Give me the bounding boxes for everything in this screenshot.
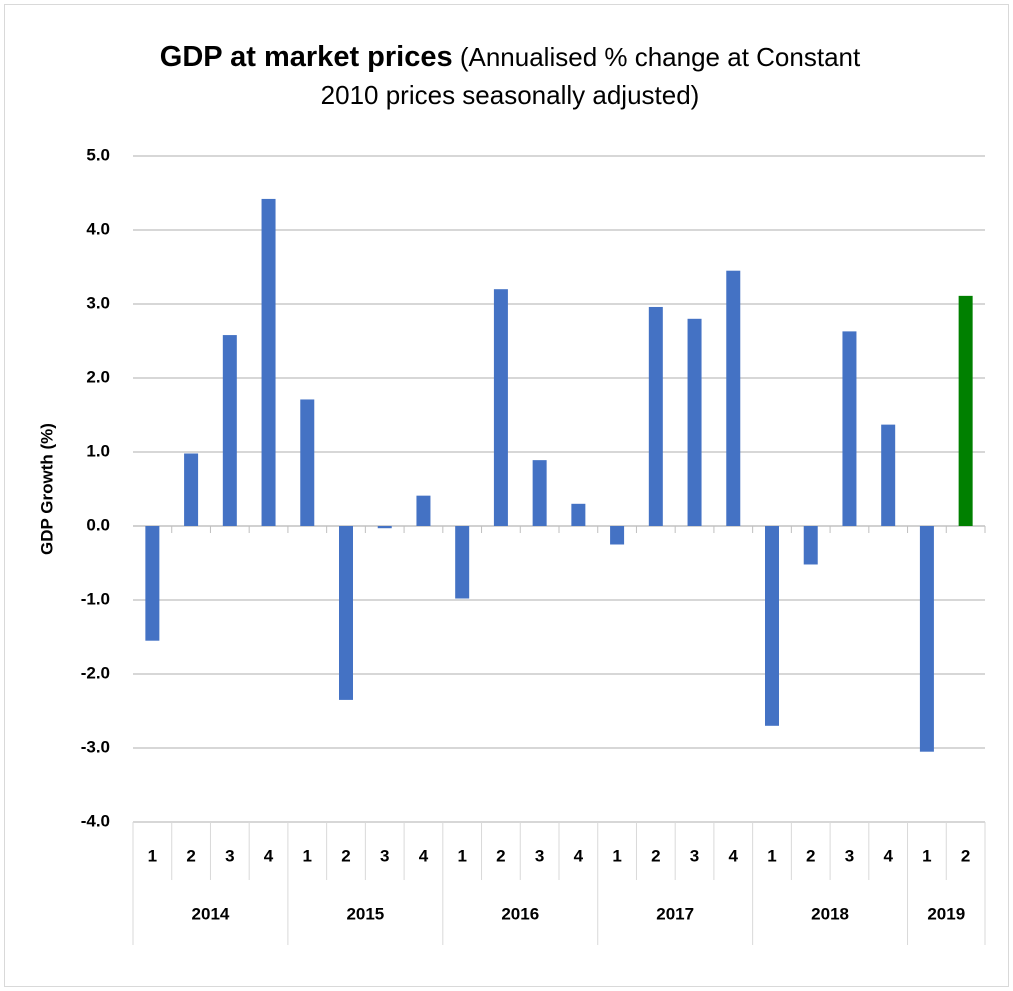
x-tick-label: 4 (264, 846, 274, 865)
x-tick-label: 1 (457, 846, 466, 865)
bar (648, 306, 663, 526)
x-group-label: 2017 (656, 904, 694, 923)
x-tick-label: 2 (961, 846, 970, 865)
chart-title-block: GDP at market prices (Annualised % chang… (150, 38, 870, 114)
bar (184, 453, 199, 526)
x-tick-label: 1 (148, 846, 157, 865)
bar (726, 270, 741, 526)
bar (765, 526, 779, 726)
x-group-label: 2015 (346, 904, 384, 923)
bar (145, 526, 160, 641)
x-tick-label: 1 (922, 846, 931, 865)
y-tick-label: 3.0 (86, 293, 110, 312)
y-tick-label: 5.0 (86, 145, 110, 164)
x-tick-label: 1 (612, 846, 621, 865)
bar (571, 503, 586, 526)
bar (493, 289, 508, 526)
bar (532, 460, 547, 526)
x-group-label: 2014 (192, 904, 230, 923)
y-tick-label: -3.0 (81, 737, 110, 756)
bar (958, 295, 973, 526)
bar (261, 198, 276, 527)
x-tick-label: 3 (380, 846, 389, 865)
chart-title: GDP at market prices (159, 41, 453, 73)
x-tick-label: 1 (303, 846, 312, 865)
bar (339, 526, 353, 700)
y-tick-label: -1.0 (81, 589, 110, 608)
x-tick-label: 2 (186, 846, 195, 865)
bar (300, 399, 315, 526)
y-tick-label: 1.0 (86, 441, 110, 460)
x-tick-label: 2 (806, 846, 815, 865)
bar (919, 526, 934, 752)
y-tick-label: -2.0 (81, 663, 110, 682)
bar (842, 331, 857, 526)
x-tick-label: 3 (690, 846, 699, 865)
y-axis-label: GDP Growth (%) (37, 423, 56, 555)
bar (455, 526, 470, 599)
y-tick-label: 4.0 (86, 219, 110, 238)
bar (377, 526, 392, 529)
y-tick-label: 2.0 (86, 367, 110, 386)
x-tick-label: 2 (496, 846, 505, 865)
x-tick-label: 3 (535, 846, 544, 865)
bar (803, 526, 818, 565)
x-tick-label: 2 (651, 846, 660, 865)
bar (881, 424, 896, 526)
y-tick-label: -4.0 (81, 811, 110, 830)
x-tick-label: 4 (574, 846, 584, 865)
x-group-label: 2019 (927, 904, 965, 923)
x-group-label: 2016 (501, 904, 539, 923)
bar (416, 495, 431, 526)
bar (687, 318, 702, 526)
x-tick-label: 2 (341, 846, 350, 865)
x-tick-label: 4 (729, 846, 739, 865)
bar (222, 335, 237, 526)
x-tick-label: 3 (845, 846, 854, 865)
x-tick-label: 3 (225, 846, 234, 865)
x-group-label: 2018 (811, 904, 849, 923)
chart-subtitle: (Annualised % change at Constant 2010 pr… (320, 42, 861, 110)
x-tick-label: 4 (419, 846, 429, 865)
x-tick-label: 1 (767, 846, 776, 865)
x-tick-label: 4 (883, 846, 893, 865)
bar (610, 526, 625, 545)
y-tick-label: 0.0 (86, 515, 110, 534)
